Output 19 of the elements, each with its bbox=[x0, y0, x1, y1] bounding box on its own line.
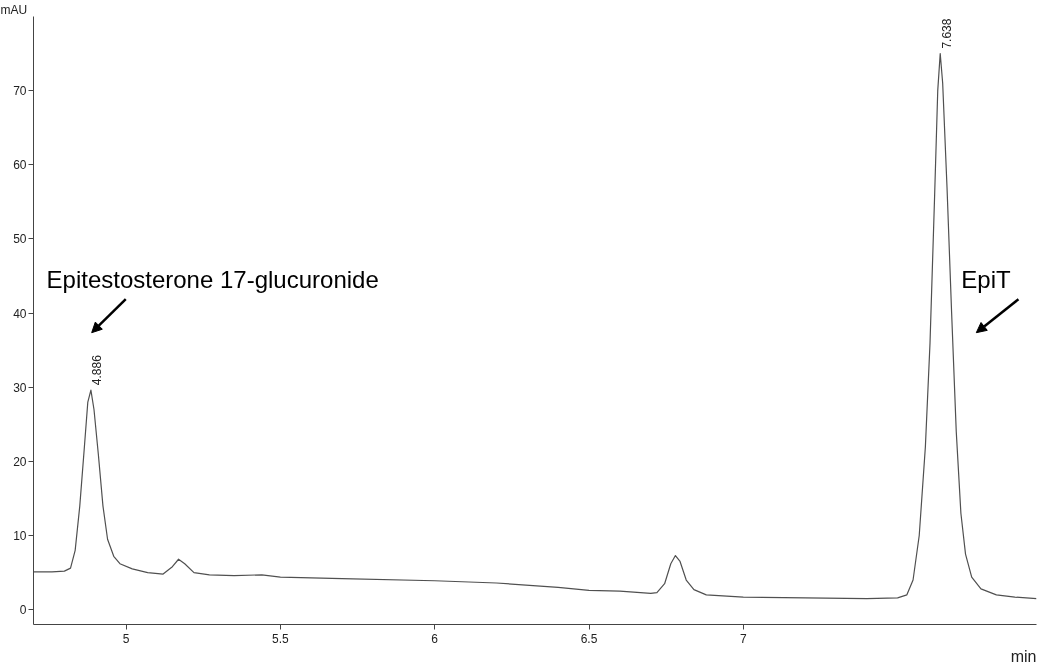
x-tick-label: 6 bbox=[431, 631, 439, 646]
annotation: 7.638 bbox=[939, 18, 954, 49]
annotation: 4.886 bbox=[90, 354, 105, 386]
annotation: EpiT bbox=[961, 266, 1011, 294]
y-tick-label: 0 bbox=[19, 603, 27, 618]
x-tick-label: 5 bbox=[122, 631, 130, 646]
y-tick-label: 10 bbox=[13, 529, 27, 544]
y-tick-label: 40 bbox=[13, 306, 27, 321]
x-tick-label: 5.5 bbox=[272, 631, 290, 646]
x-axis-title: min bbox=[1010, 647, 1037, 664]
x-tick-label: 7 bbox=[739, 631, 747, 646]
y-tick-label: 60 bbox=[13, 158, 27, 173]
y-axis-title: mAU bbox=[0, 2, 28, 17]
annotation: Epitestosterone 17-glucuronide bbox=[46, 266, 379, 294]
y-tick-label: 20 bbox=[13, 454, 27, 469]
x-tick-label: 6.5 bbox=[580, 631, 598, 646]
y-tick-label: 30 bbox=[13, 380, 27, 395]
y-tick-label: 70 bbox=[13, 84, 27, 99]
y-tick-label: 50 bbox=[13, 232, 27, 247]
